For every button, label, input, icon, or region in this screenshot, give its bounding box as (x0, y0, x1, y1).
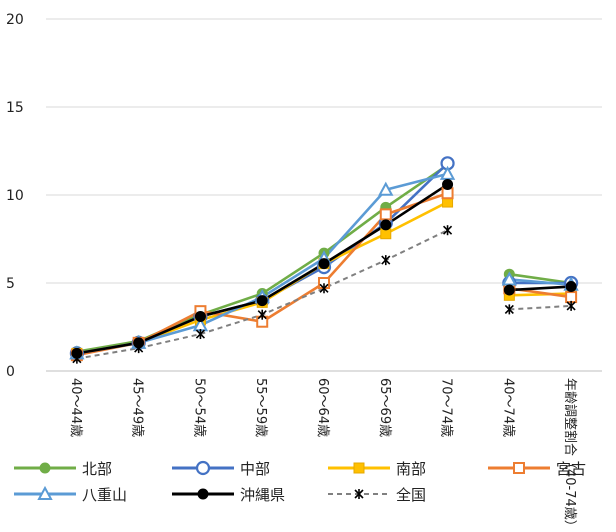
legend-item: 宮古 (488, 460, 586, 478)
x-category-label: 年齢調整割合（40-74歳） (562, 378, 578, 532)
x-axis-categories: 40～44歳 45～49歳 50～54歳 55～59歳 60～64歳 65～69歳 70～7… (68, 378, 578, 532)
data-point (195, 329, 206, 340)
x-category-label: 55～59歳 (253, 378, 268, 437)
data-point (319, 283, 329, 294)
y-tick-label: 0 (6, 364, 15, 380)
data-point (256, 295, 268, 307)
data-point (501, 271, 518, 286)
x-category-label: 40～44歳 (68, 378, 83, 437)
data-point (72, 353, 82, 364)
series-line (509, 272, 572, 285)
legend-label: 宮古 (556, 460, 586, 478)
data-point (513, 462, 525, 474)
data-point (37, 485, 53, 500)
legend-label: 中部 (240, 460, 270, 478)
y-tick-label: 5 (6, 276, 15, 292)
data-point (257, 309, 267, 320)
x-category-label: 45～49歳 (130, 378, 145, 437)
legend-item: 沖縄県 (172, 486, 285, 504)
data-point (353, 462, 365, 474)
legend-label: 沖縄県 (240, 486, 285, 504)
series-line (509, 278, 572, 287)
y-tick-label: 15 (6, 100, 24, 116)
x-category-label: 65～69歳 (377, 378, 392, 437)
data-point (504, 304, 514, 315)
x-category-label: 40～74歳 (500, 378, 515, 437)
y-tick-label: 20 (6, 12, 24, 28)
data-point (39, 462, 51, 474)
series-line (509, 304, 572, 311)
data-point (194, 310, 206, 322)
data-point (354, 489, 364, 499)
data-point (565, 281, 577, 293)
data-point (381, 255, 391, 266)
series-markers (69, 156, 579, 364)
legend-item: 八重山 (14, 485, 127, 504)
data-point (380, 219, 392, 231)
legend-item: 北部 (14, 460, 112, 478)
data-point (566, 300, 576, 311)
x-category-label: 70～74歳 (439, 378, 454, 437)
data-point (379, 208, 392, 221)
y-axis-ticks: 0 5 10 15 20 (6, 12, 24, 380)
legend-label: 南部 (396, 460, 426, 478)
legend-label: 北部 (82, 460, 112, 478)
series-line (509, 285, 572, 292)
data-point (378, 181, 394, 196)
legend-label: 八重山 (82, 486, 127, 504)
x-category-label: 60～64歳 (315, 378, 330, 437)
data-point (442, 178, 454, 190)
gridlines (46, 18, 602, 372)
data-point (442, 225, 453, 236)
series-line (76, 183, 449, 355)
data-point (195, 460, 211, 476)
data-point (503, 284, 515, 296)
data-point (134, 343, 144, 354)
series-line (509, 292, 572, 297)
legend-item: 南部 (328, 460, 426, 478)
data-point (565, 291, 578, 304)
x-category-label: 50～54歳 (191, 378, 206, 437)
legend-label: 全国 (396, 486, 426, 504)
data-point (318, 258, 330, 270)
legend-item: 全国 (328, 486, 426, 504)
y-tick-label: 10 (6, 188, 24, 204)
data-point (197, 488, 209, 500)
data-point (439, 165, 456, 180)
legend-item: 中部 (172, 460, 270, 478)
